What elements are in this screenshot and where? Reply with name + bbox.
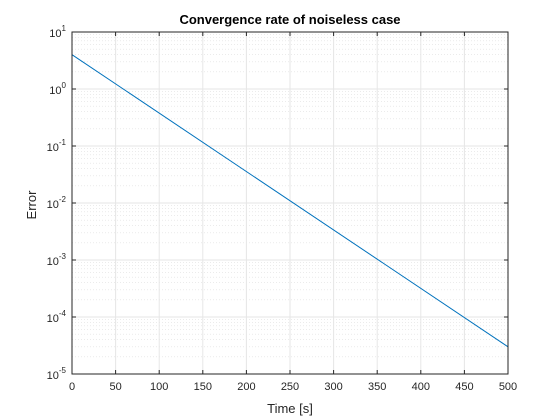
x-axis-ticks: 0 50 100 150 200 250 300 350 400 450 500: [69, 32, 517, 393]
y-tick-label: 10-4: [47, 309, 67, 325]
x-tick-label: 0: [69, 381, 75, 393]
x-tick-label: 100: [150, 381, 168, 393]
chart-title: Convergence rate of noiseless case: [179, 12, 400, 27]
y-tick-label: 10-3: [47, 252, 67, 268]
y-tick-label: 100: [49, 81, 66, 97]
y-tick-label: 10-5: [47, 366, 67, 382]
series-layer: [71, 54, 509, 348]
x-tick-label: 450: [455, 381, 473, 393]
x-tick-label: 200: [237, 381, 255, 393]
minor-grid: [72, 34, 508, 358]
y-tick-label: 10-1: [47, 138, 67, 154]
y-tick-label: 101: [49, 24, 66, 40]
x-tick-label: 400: [412, 381, 430, 393]
x-axis-label: Time [s]: [267, 401, 313, 416]
x-tick-label: 350: [368, 381, 386, 393]
x-tick-label: 500: [499, 381, 517, 393]
y-axis-ticks: 101 100 10-1 10-2 10-3 10-4 10-5: [47, 24, 508, 382]
y-tick-label: 10-2: [47, 195, 67, 211]
x-tick-label: 300: [324, 381, 342, 393]
y-axis-label: Error: [24, 190, 39, 220]
x-tick-label: 50: [109, 381, 121, 393]
x-tick-label: 150: [194, 381, 212, 393]
x-tick-label: 250: [281, 381, 299, 393]
series-line: [71, 54, 509, 348]
